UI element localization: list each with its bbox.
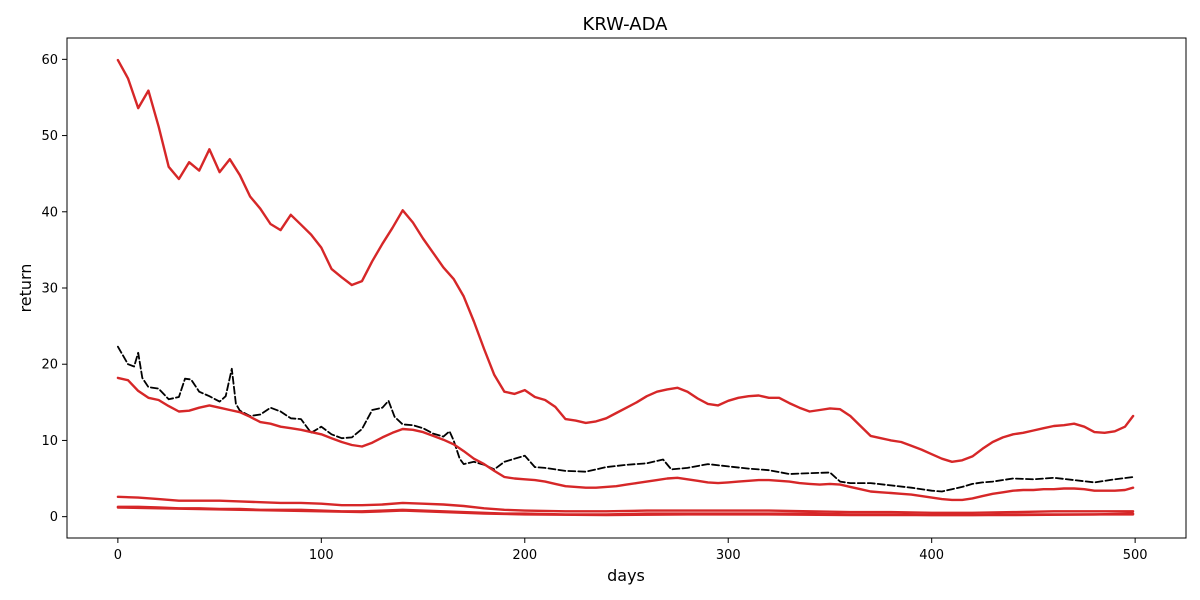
series-line-5 [116,506,1135,517]
series-line-0 [116,58,1135,463]
x-tick-label: 200 [512,548,537,563]
y-tick-label: 50 [41,129,58,144]
chart-title: KRW-ADA [583,14,669,35]
plot-frame [66,37,1187,539]
x-tick-label: 300 [716,548,741,563]
x-tick-label: 500 [1123,548,1148,563]
series-line-1 [117,345,1134,493]
x-axis-ticks: 0 100 200 300 400 500 [114,538,1148,563]
series-layer [116,58,1135,517]
y-tick-label: 30 [41,282,58,297]
y-tick-label: 40 [41,205,58,220]
series-line-2 [116,376,1135,502]
x-tick-label: 0 [114,548,122,563]
x-tick-label: 400 [919,548,944,563]
series-line-3 [116,495,1135,514]
y-tick-label: 20 [41,358,58,373]
y-tick-label: 60 [41,53,58,68]
y-axis-label: return [16,264,35,313]
x-tick-label: 100 [309,548,334,563]
y-tick-label: 0 [50,510,58,525]
y-axis-ticks: 0 10 20 30 40 50 60 [41,53,67,525]
x-axis-label: days [607,566,645,585]
y-tick-label: 10 [41,434,58,449]
